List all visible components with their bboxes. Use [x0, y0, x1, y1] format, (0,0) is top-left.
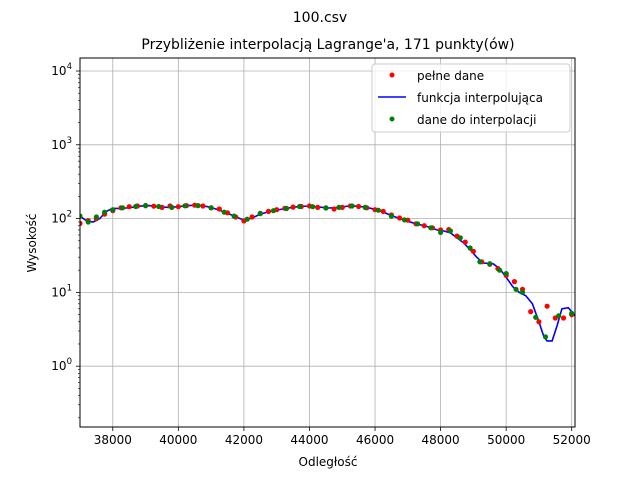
interpolation-data-point — [231, 213, 237, 219]
plot-series — [80, 202, 575, 342]
interpolation-data-point — [438, 229, 444, 235]
full-data-point — [216, 206, 222, 212]
full-data-point — [356, 203, 362, 210]
interpolation-data-point — [156, 203, 162, 210]
y-tick-label: 103 — [51, 136, 72, 152]
x-tick-label: 40000 — [159, 433, 197, 447]
legend-marker-interp-data — [389, 116, 395, 122]
full-data-point — [290, 204, 296, 210]
interpolation-data-point — [362, 204, 368, 210]
interpolation-data-point — [244, 216, 250, 222]
y-tick-label: 101 — [51, 283, 72, 299]
full-data-point — [331, 206, 337, 212]
full-data-point — [544, 303, 550, 309]
x-tick-label: 38000 — [94, 433, 132, 447]
full-data-point — [536, 319, 542, 325]
chart-suptitle: 100.csv — [293, 10, 347, 26]
x-tick-label: 50000 — [487, 433, 525, 447]
interpolation-data-point — [283, 205, 290, 212]
full-data-point — [175, 204, 181, 210]
full-data-point — [80, 220, 83, 226]
interpolation-data-point — [542, 334, 549, 340]
interpolation-data-point — [415, 221, 421, 227]
interpolation-data-point — [208, 205, 214, 211]
interpolation-data-point — [336, 204, 342, 210]
interpolation-data-point — [102, 209, 108, 215]
interpolation-data-point — [569, 310, 575, 316]
y-axis-label: Wysokość — [25, 213, 39, 272]
y-tick-label: 104 — [51, 62, 72, 78]
legend-marker-full-data — [389, 72, 395, 78]
interpolation-data-point — [182, 203, 188, 209]
x-tick-label: 44000 — [290, 433, 328, 447]
interpolation-data-point — [221, 209, 227, 215]
x-axis-label: Odległość — [299, 455, 358, 469]
y-tick-label: 100 — [51, 357, 72, 373]
interpolation-data-point — [349, 203, 355, 209]
x-tick-label: 46000 — [356, 433, 394, 447]
legend-label-full-data: pełne dane — [417, 69, 484, 83]
full-data-point — [421, 223, 427, 229]
interpolation-data-point — [270, 208, 276, 214]
x-ticks: 38000 40000 42000 44000 46000 48000 50000 52000 — [94, 427, 591, 447]
interpolation-data-point — [80, 213, 83, 219]
interpolation-data-point — [401, 217, 408, 223]
x-tick-label: 52000 — [553, 433, 591, 447]
interpolation-data-point — [143, 203, 149, 209]
interpolation-line — [80, 204, 575, 342]
interpolation-data-point — [297, 203, 303, 210]
interpolation-data-point — [503, 271, 509, 277]
full-data-point — [470, 248, 476, 254]
interpolation-data-point — [487, 261, 493, 267]
interpolation-data-point — [519, 289, 526, 295]
full-data-point — [528, 309, 534, 315]
interpolation-data-point — [110, 207, 116, 213]
full-data-point — [511, 279, 517, 285]
full-data-point — [397, 215, 403, 221]
interpolation-data-point — [133, 203, 139, 210]
legend-label-interp-data: dane do interpolacji — [417, 113, 536, 127]
interpolation-data-point — [195, 203, 201, 209]
interpolation-data-point — [310, 204, 316, 210]
full-data-point — [200, 203, 206, 209]
interpolation-data-point — [533, 314, 539, 320]
interpolation-data-point — [257, 211, 263, 217]
full-data-point — [315, 204, 321, 210]
full-data-point — [126, 204, 132, 210]
x-tick-label: 42000 — [225, 433, 263, 447]
interpolation-data-point — [428, 225, 434, 231]
y-ticks: 100 101 102 103 104 — [51, 62, 80, 419]
interpolation-data-point — [477, 259, 483, 265]
interpolation-data-point — [467, 245, 473, 251]
full-data-point — [249, 214, 255, 220]
full-data-point — [380, 208, 386, 214]
interpolation-data-point — [388, 213, 394, 219]
legend-label-interpolating: funkcja interpolująca — [417, 91, 543, 105]
legend-box — [371, 63, 571, 133]
legend: pełne dane funkcja interpolująca dane do… — [371, 63, 571, 133]
interpolation-data-point — [447, 228, 453, 234]
interpolation-data-point — [169, 204, 175, 210]
y-tick-label: 102 — [51, 210, 72, 226]
interpolation-data-point — [120, 205, 126, 211]
plot-frame — [79, 57, 576, 428]
interpolation-data-point — [497, 267, 503, 273]
x-tick-label: 48000 — [422, 433, 460, 447]
interpolation-data-point — [85, 219, 91, 225]
full-data-point — [265, 208, 272, 214]
chart-title: Przybliżenie interpolacją Lagrange'a, 17… — [141, 37, 514, 53]
interpolation-data-point — [457, 235, 463, 241]
interpolation-data-point — [323, 205, 329, 211]
interpolation-data-point — [375, 207, 381, 213]
interpolation-data-point — [556, 313, 562, 319]
full-data-point — [151, 203, 157, 209]
full-data-point — [462, 239, 468, 245]
interpolation-data-point — [93, 214, 99, 220]
full-data-point — [560, 315, 567, 321]
interpolation-data-point — [513, 286, 519, 292]
